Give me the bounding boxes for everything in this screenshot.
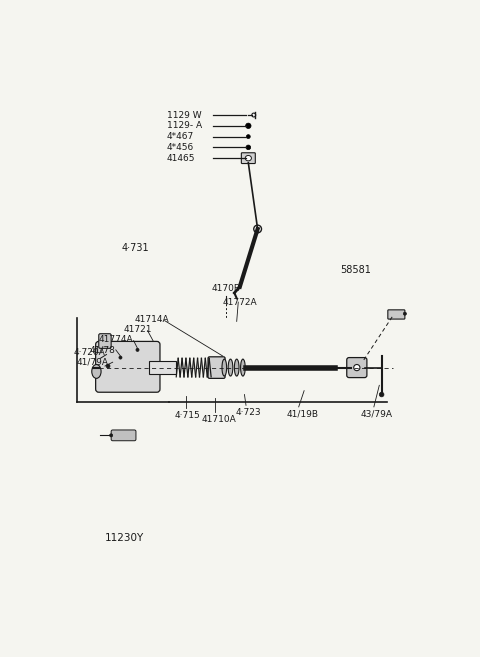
Text: 4*456: 4*456: [167, 143, 194, 152]
Circle shape: [119, 356, 122, 359]
FancyBboxPatch shape: [99, 334, 111, 348]
Circle shape: [106, 364, 110, 368]
Text: 1129 W: 1129 W: [167, 110, 202, 120]
Circle shape: [254, 225, 262, 233]
Text: 4·731: 4·731: [122, 243, 150, 253]
Text: 4·720A: 4·720A: [74, 348, 106, 357]
FancyBboxPatch shape: [241, 153, 255, 164]
FancyBboxPatch shape: [96, 342, 160, 392]
Ellipse shape: [240, 359, 245, 376]
Circle shape: [252, 113, 256, 117]
Text: 4170B: 4170B: [212, 284, 241, 293]
Circle shape: [246, 123, 251, 129]
Ellipse shape: [234, 359, 239, 376]
Circle shape: [354, 365, 360, 371]
Bar: [149, 361, 176, 374]
Circle shape: [109, 434, 113, 437]
Text: 1129- A: 1129- A: [167, 122, 202, 130]
FancyBboxPatch shape: [208, 357, 225, 378]
FancyBboxPatch shape: [111, 430, 136, 441]
Text: 41/19B: 41/19B: [286, 410, 318, 419]
Text: 43/79A: 43/79A: [360, 410, 393, 419]
Text: 4·723: 4·723: [235, 409, 261, 417]
Circle shape: [403, 312, 407, 315]
Text: 41772A: 41772A: [223, 298, 257, 307]
Text: 58581: 58581: [340, 265, 372, 275]
Ellipse shape: [92, 365, 101, 378]
Circle shape: [246, 145, 251, 150]
Text: 41/79A: 41/79A: [77, 357, 109, 367]
Text: 41774A: 41774A: [99, 334, 133, 344]
FancyBboxPatch shape: [347, 357, 367, 378]
Ellipse shape: [245, 156, 252, 161]
Ellipse shape: [222, 359, 227, 376]
Text: 41/78: 41/78: [89, 346, 115, 354]
FancyBboxPatch shape: [388, 310, 405, 319]
Ellipse shape: [228, 359, 233, 376]
Text: 4*467: 4*467: [167, 132, 194, 141]
Circle shape: [136, 348, 139, 351]
Circle shape: [379, 392, 384, 397]
Text: 11230Y: 11230Y: [105, 533, 144, 543]
Text: 41721: 41721: [123, 325, 152, 334]
Text: 41710A: 41710A: [202, 415, 237, 424]
Text: 41714A: 41714A: [134, 315, 169, 324]
Text: 4·715: 4·715: [175, 411, 201, 420]
Text: 41465: 41465: [167, 154, 195, 163]
Circle shape: [246, 135, 250, 139]
